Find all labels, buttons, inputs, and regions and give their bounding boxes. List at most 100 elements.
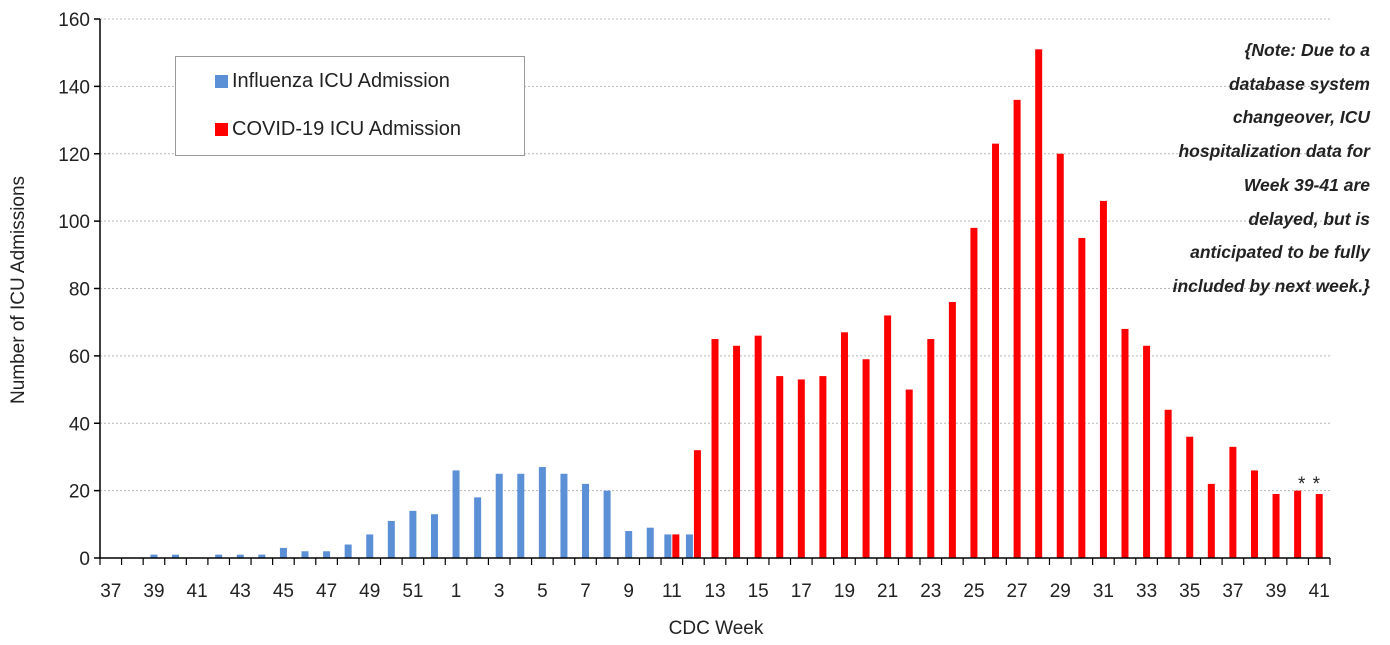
legend-swatch-influenza	[215, 75, 228, 88]
x-tick-label: 9	[623, 581, 634, 602]
bar	[711, 339, 719, 558]
bar	[1013, 99, 1021, 558]
bar	[582, 483, 590, 558]
y-tick-label: 120	[58, 145, 90, 166]
x-tick-label: 1	[451, 581, 462, 602]
legend: Influenza ICU Admission COVID-19 ICU Adm…	[175, 56, 525, 156]
x-tick-label: 21	[877, 581, 898, 602]
bar	[366, 534, 374, 558]
bar	[693, 450, 701, 558]
bar	[1186, 436, 1194, 558]
bar	[646, 527, 654, 558]
y-tick-label: 100	[58, 212, 90, 233]
bar	[215, 554, 223, 558]
x-tick-label: 7	[580, 581, 591, 602]
x-tick-label: 15	[748, 581, 769, 602]
legend-swatch-covid	[215, 123, 228, 136]
x-tick-label: 23	[920, 581, 941, 602]
bar	[754, 335, 762, 558]
bar	[862, 359, 870, 558]
x-tick-label: 41	[187, 581, 208, 602]
bar	[452, 470, 460, 558]
bar	[1229, 446, 1237, 558]
bar	[236, 554, 244, 558]
bar	[387, 520, 395, 558]
bar	[625, 531, 633, 558]
bar	[474, 497, 482, 558]
legend-item-covid: COVID-19 ICU Admission	[215, 118, 461, 141]
bar	[927, 339, 935, 558]
x-tick-label: 27	[1007, 581, 1028, 602]
bar	[1207, 483, 1215, 558]
covid-series	[672, 49, 1323, 559]
bar	[172, 554, 180, 558]
bar	[733, 345, 741, 558]
bar	[1078, 237, 1086, 558]
delayed-data-asterisks: * *	[1298, 474, 1322, 495]
bar	[685, 534, 693, 558]
x-axis-ticks: 37 39 41 43 45 47 49 51 1 3 5 7 9 11 13 15 17 19 21 23 25 27 2…	[99, 558, 1331, 602]
bar	[517, 473, 525, 558]
bar	[344, 544, 352, 558]
bar	[560, 473, 568, 558]
x-tick-label: 29	[1050, 581, 1071, 602]
x-tick-label: 45	[273, 581, 294, 602]
bar	[970, 227, 978, 559]
chart-note: {Note: Due to a database system changeov…	[1172, 40, 1370, 296]
y-tick-label: 160	[58, 10, 90, 31]
bar	[409, 510, 417, 558]
x-tick-label: 25	[963, 581, 984, 602]
bar	[301, 551, 309, 558]
y-tick-label: 60	[69, 347, 90, 368]
bar	[430, 514, 438, 558]
bar	[664, 534, 672, 558]
y-tick-label: 80	[69, 280, 90, 301]
y-tick-label: 140	[58, 77, 90, 98]
x-tick-label: 51	[402, 581, 423, 602]
bar	[1164, 409, 1172, 558]
x-tick-label: 43	[230, 581, 251, 602]
x-tick-label: 19	[834, 581, 855, 602]
x-tick-label: 35	[1179, 581, 1200, 602]
x-tick-label: 5	[537, 581, 548, 602]
bar	[495, 473, 503, 558]
bar	[1143, 345, 1151, 558]
legend-label-covid: COVID-19 ICU Admission	[232, 118, 461, 140]
bar	[1315, 493, 1323, 558]
y-tick-label: 40	[69, 414, 90, 435]
bar	[258, 554, 266, 558]
bar	[1294, 490, 1302, 558]
bar	[797, 379, 805, 558]
bar	[1121, 328, 1129, 558]
bar	[948, 301, 956, 558]
x-tick-label: 39	[143, 581, 164, 602]
x-tick-label: 33	[1136, 581, 1157, 602]
x-tick-label: 37	[1222, 581, 1243, 602]
bar	[1272, 493, 1280, 558]
x-tick-label: 13	[704, 581, 725, 602]
bar	[992, 143, 1000, 559]
y-tick-label: 20	[69, 482, 90, 503]
bar	[905, 389, 913, 558]
x-tick-label: 3	[494, 581, 505, 602]
bar	[1035, 49, 1043, 558]
x-tick-label: 31	[1093, 581, 1114, 602]
bar	[840, 332, 848, 558]
x-tick-label: 47	[316, 581, 337, 602]
y-axis-title: Number of ICU Admissions	[8, 176, 29, 404]
bar	[538, 467, 546, 558]
x-axis-title: CDC Week	[669, 618, 764, 639]
x-tick-label: 17	[791, 581, 812, 602]
x-tick-label: 37	[100, 581, 121, 602]
bar	[1250, 470, 1258, 558]
x-tick-label: 11	[662, 581, 682, 602]
bar	[819, 376, 827, 558]
bar	[279, 547, 287, 558]
x-tick-label: 49	[359, 581, 380, 602]
bar	[1099, 200, 1107, 558]
bar	[884, 315, 892, 558]
x-tick-label: 39	[1265, 581, 1286, 602]
legend-item-influenza: Influenza ICU Admission	[215, 70, 450, 93]
y-axis-ticks: 0 20 40 60 80 100 120 140 160	[58, 10, 100, 570]
